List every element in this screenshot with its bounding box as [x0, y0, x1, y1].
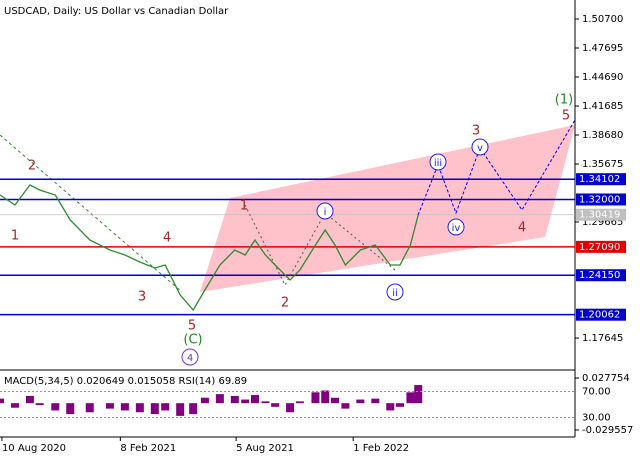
wave-label-major: (1) — [555, 93, 573, 108]
wave-circle — [447, 218, 465, 236]
macd-bar — [250, 395, 259, 404]
wave-label: 5 — [188, 319, 196, 334]
wave-label-circled: ii — [392, 288, 398, 299]
wave-label-major: (C) — [183, 333, 202, 348]
rsi-tick-label: 70.00 — [582, 387, 611, 398]
macd-bar — [85, 403, 94, 413]
x-tick-label: 8 Feb 2021 — [120, 443, 176, 454]
macd-bar — [120, 403, 129, 411]
x-tick-label: 1 Feb 2022 — [353, 443, 409, 454]
rsi-tick-label: 30.00 — [582, 413, 611, 424]
wave-label: 2 — [281, 296, 289, 311]
wave-label-circled: 4 — [187, 353, 193, 364]
wave-circle — [316, 202, 334, 220]
y-tick-label: 1.50700 — [582, 14, 623, 25]
level-tag — [576, 240, 626, 253]
macd-bar — [295, 401, 304, 404]
x-tick-label: 5 Aug 2021 — [236, 443, 294, 454]
level-label: 1.34102 — [579, 174, 620, 185]
wave-circle — [181, 348, 199, 366]
wave-label: 4 — [518, 221, 526, 236]
level-tag — [576, 173, 626, 186]
x-tick-label: 10 Aug 2020 — [2, 443, 66, 454]
macd-bar — [150, 403, 159, 415]
macd-bar — [161, 403, 170, 411]
wave-projection — [417, 119, 576, 216]
y-tick-label: 1.17645 — [582, 333, 623, 344]
current-price-tag — [576, 208, 626, 221]
chart-title: USDCAD, Daily: US Dollar vs Canadian Dol… — [4, 6, 229, 17]
macd-bar — [135, 403, 144, 413]
wave-label-circled: iv — [452, 223, 461, 234]
indicator-tick-label: -0.029557 — [582, 425, 633, 436]
macd-bar — [215, 394, 224, 404]
wave-channel — [200, 125, 575, 292]
macd-bar — [10, 403, 19, 408]
level-tag — [576, 269, 626, 282]
macd-bar — [230, 395, 239, 404]
wave-connector — [244, 204, 396, 287]
macd-bar — [341, 403, 350, 409]
wave-circle — [471, 138, 489, 156]
y-tick-label: 1.29665 — [582, 217, 623, 228]
wave-label-circled: i — [324, 207, 327, 218]
macd-bar — [0, 398, 4, 404]
macd-bar — [311, 392, 320, 404]
macd-bar — [189, 403, 198, 415]
level-label: 1.27090 — [579, 242, 620, 253]
wave-label: 2 — [28, 159, 36, 174]
trend-line — [0, 134, 183, 293]
y-tick-label: 1.47695 — [582, 43, 623, 54]
wave-label: 1 — [240, 199, 248, 214]
wave-label: 5 — [562, 109, 570, 124]
level-label: 1.32000 — [579, 194, 620, 205]
level-tag — [576, 193, 626, 206]
macd-bar — [371, 398, 380, 404]
wave-circle — [429, 153, 447, 171]
wave-label: 3 — [138, 290, 146, 305]
macd-bar — [406, 392, 415, 404]
macd-bar — [356, 399, 365, 404]
wave-label-circled: v — [477, 143, 483, 154]
macd-bar — [261, 401, 270, 404]
macd-bar — [414, 385, 423, 404]
wave-circle — [386, 283, 404, 301]
price-line — [0, 184, 419, 312]
macd-bar — [105, 403, 114, 409]
macd-bar — [330, 397, 339, 404]
y-tick-label: 1.35675 — [582, 159, 623, 170]
macd-bar — [271, 403, 280, 407]
macd-bar — [386, 403, 395, 411]
level-label: 1.20062 — [579, 310, 620, 321]
wave-label: 3 — [472, 124, 480, 139]
macd-bar — [176, 403, 185, 416]
macd-bar — [35, 403, 44, 405]
wave-label: 4 — [163, 231, 171, 246]
indicator-tick-label: 0.027754 — [582, 373, 630, 384]
wave-label-circled: iii — [434, 158, 442, 169]
macd-bar — [396, 403, 405, 407]
current-price-label: 1.30419 — [579, 210, 620, 221]
macd-bar — [321, 390, 330, 404]
y-tick-label: 1.44690 — [582, 72, 623, 83]
y-tick-label: 1.41685 — [582, 101, 623, 112]
level-label: 1.24150 — [579, 270, 620, 281]
macd-bar — [66, 403, 75, 415]
macd-bar — [286, 403, 295, 413]
macd-bar — [200, 397, 209, 404]
wave-label: 1 — [11, 229, 19, 244]
y-tick-label: 1.38680 — [582, 130, 623, 141]
level-tag — [576, 308, 626, 321]
macd-bar — [51, 403, 60, 411]
indicator-label: MACD(5,34,5) 0.020649 0.015058 RSI(14) 6… — [4, 376, 247, 387]
macd-bar — [241, 399, 250, 404]
macd-bar — [25, 395, 34, 404]
